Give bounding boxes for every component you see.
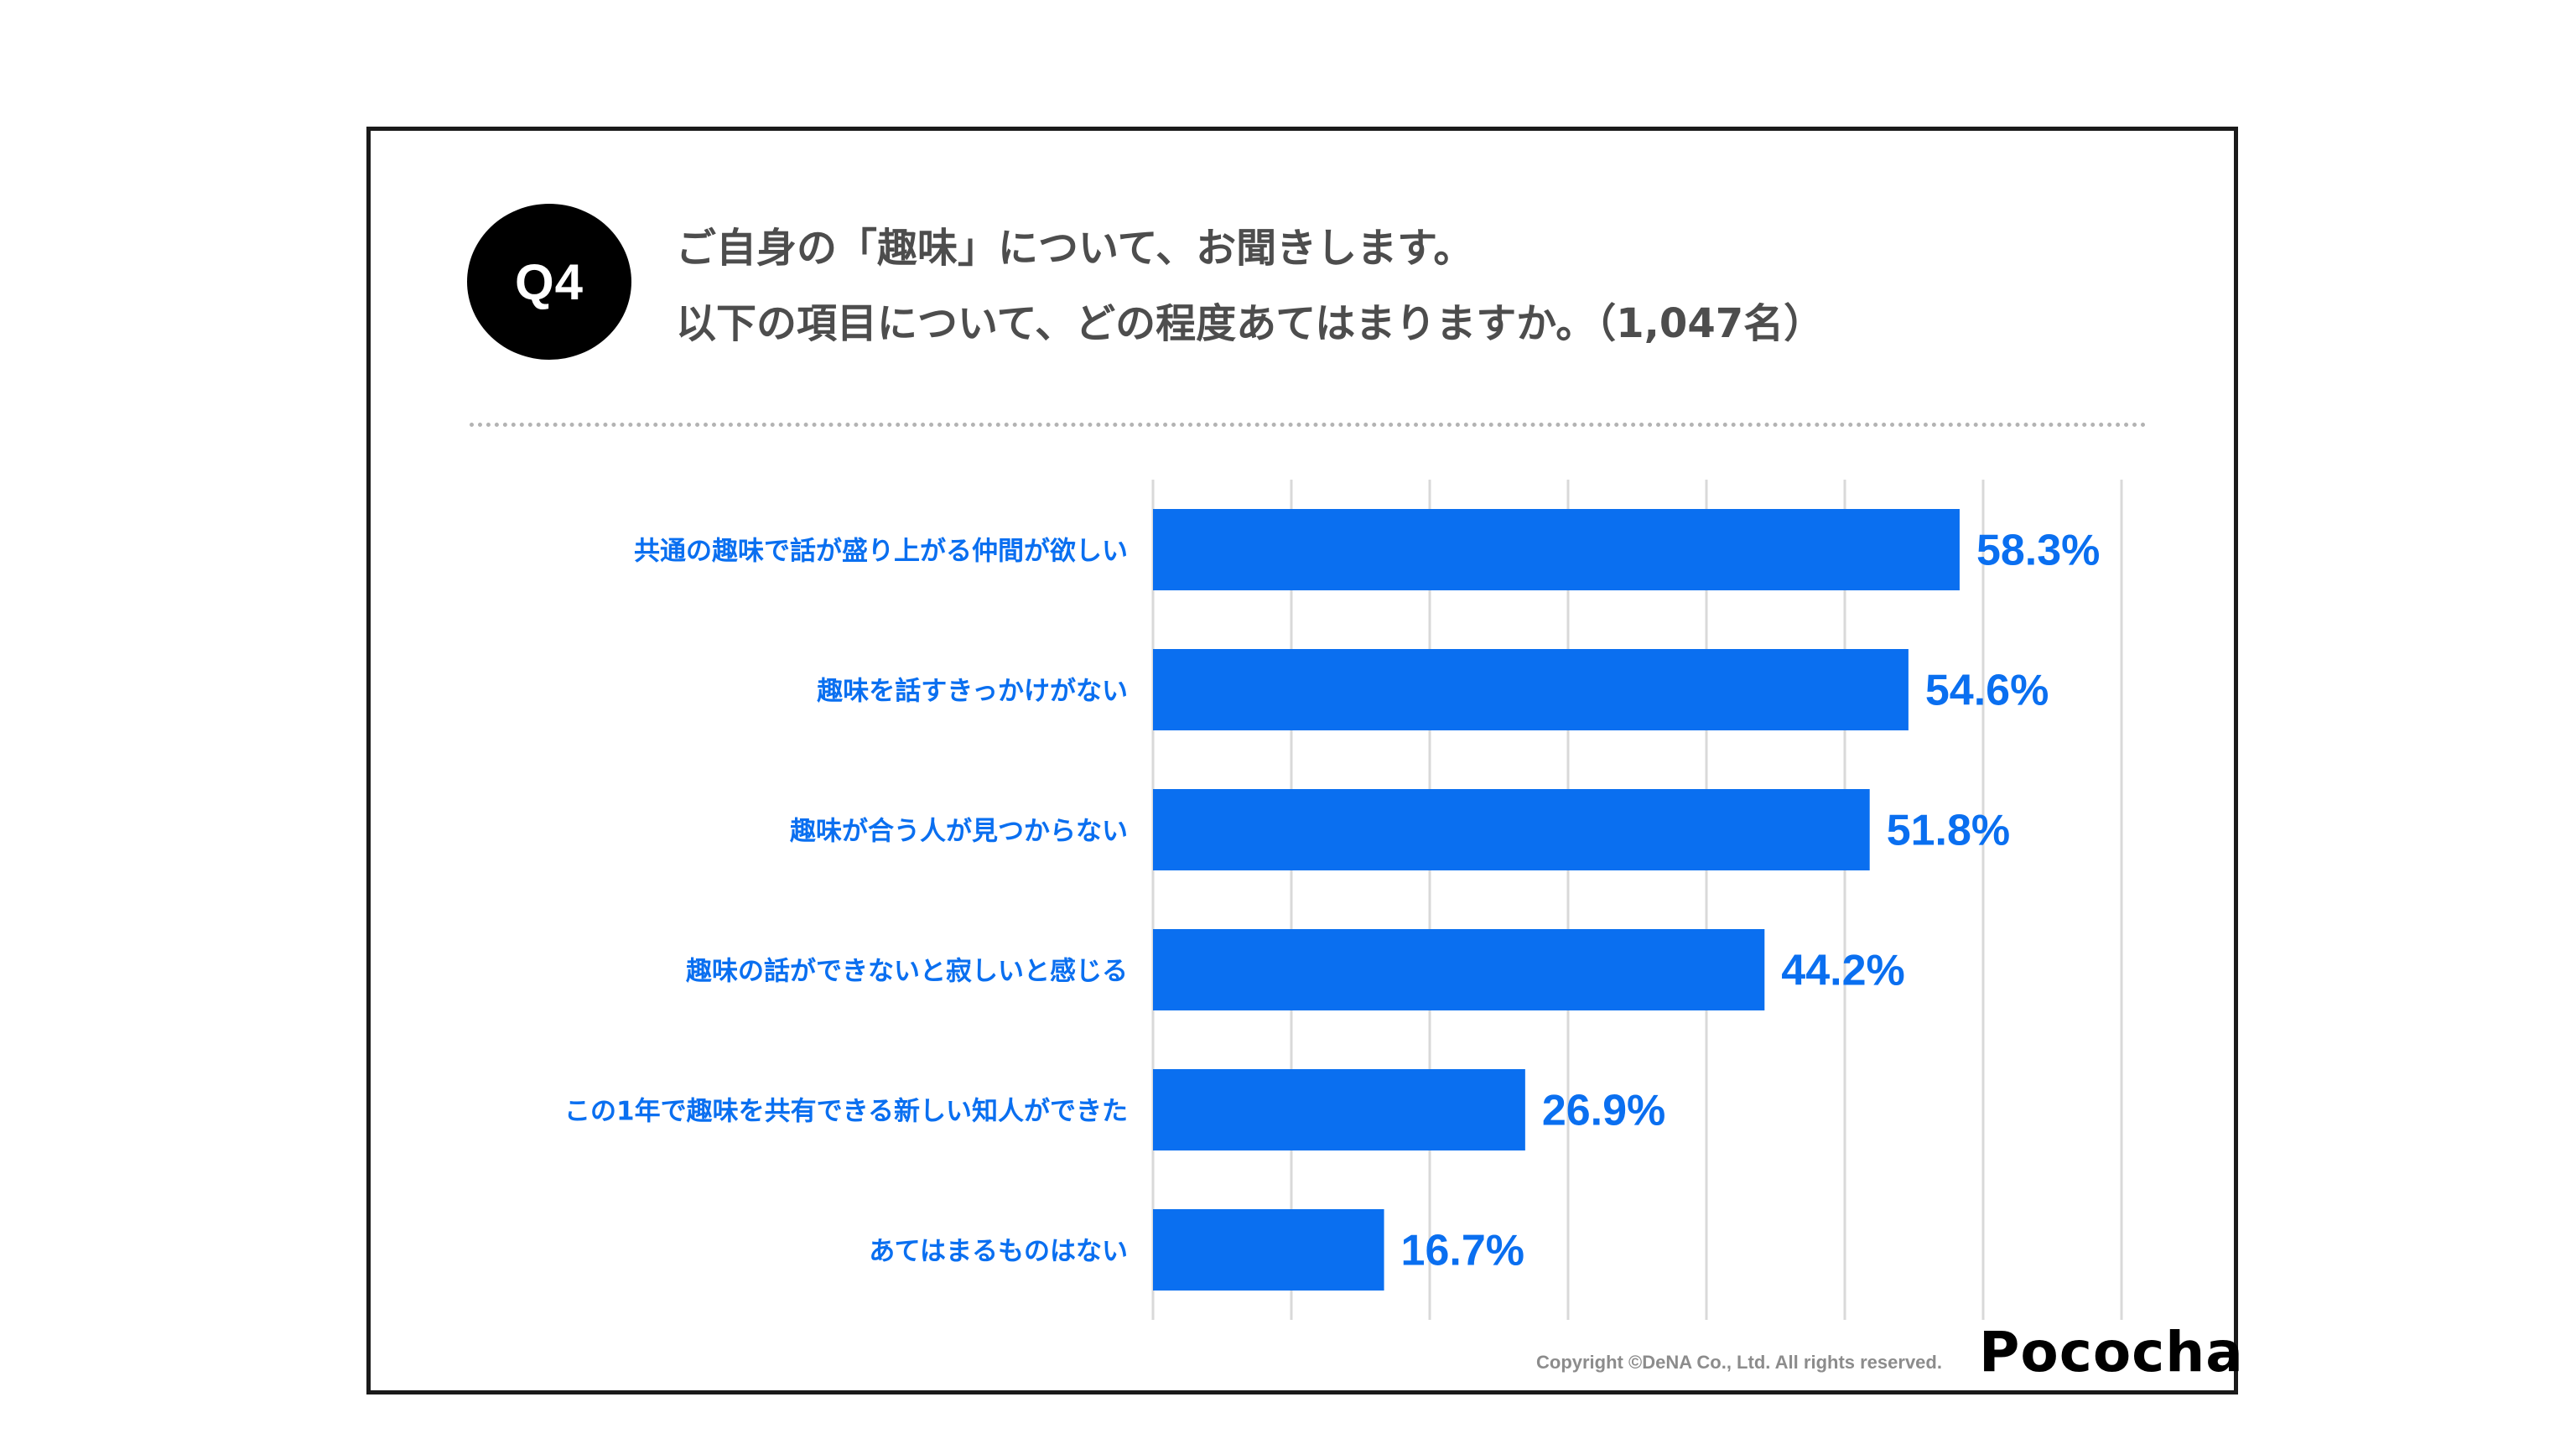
bar <box>1153 929 1765 1010</box>
value-label: 51.8% <box>1887 807 2010 855</box>
question-text-line-2: 以下の項目について、どの程度あてはまりますか。（1,047名） <box>676 300 1825 347</box>
value-label: 58.3% <box>1976 527 2100 575</box>
category-label: あてはまるものはない <box>869 1237 1128 1267</box>
question-text-line-1: ご自身の「趣味」について、お聞きします。 <box>676 225 1474 272</box>
bars <box>1153 509 1960 1291</box>
bar <box>1153 1209 1384 1291</box>
value-label: 16.7% <box>1401 1227 1524 1275</box>
gridlines <box>1151 480 2123 1320</box>
category-label: 趣味を話すきっかけがない <box>817 677 1128 707</box>
category-labels: 共通の趣味で話が盛り上がる仲間が欲しい趣味を話すきっかけがない趣味が合う人が見つ… <box>564 537 1128 1267</box>
category-label: 趣味の話ができないと寂しいと感じる <box>686 957 1128 987</box>
bar <box>1153 509 1960 590</box>
category-label: 共通の趣味で話が盛り上がる仲間が欲しい <box>634 537 1128 567</box>
value-label: 44.2% <box>1781 947 1904 995</box>
value-labels: 58.3% 54.6% 51.8% 44.2% 26.9% 16.7% <box>1401 527 2101 1275</box>
pococha-logo: Pococha <box>1979 1320 2244 1384</box>
bar <box>1153 649 1909 730</box>
bar <box>1153 1069 1525 1150</box>
dotted-divider <box>470 423 2147 427</box>
category-label: 趣味が合う人が見つからない <box>790 817 1128 847</box>
copyright-text: Copyright ©DeNA Co., Ltd. All rights res… <box>1536 1352 1942 1373</box>
bar <box>1153 789 1870 870</box>
category-label: この1年で趣味を共有できる新しい知人ができた <box>564 1097 1128 1127</box>
survey-card <box>366 127 2238 1394</box>
question-badge: Q4 <box>467 204 631 360</box>
value-label: 26.9% <box>1542 1087 1665 1135</box>
value-label: 54.6% <box>1925 667 2049 715</box>
